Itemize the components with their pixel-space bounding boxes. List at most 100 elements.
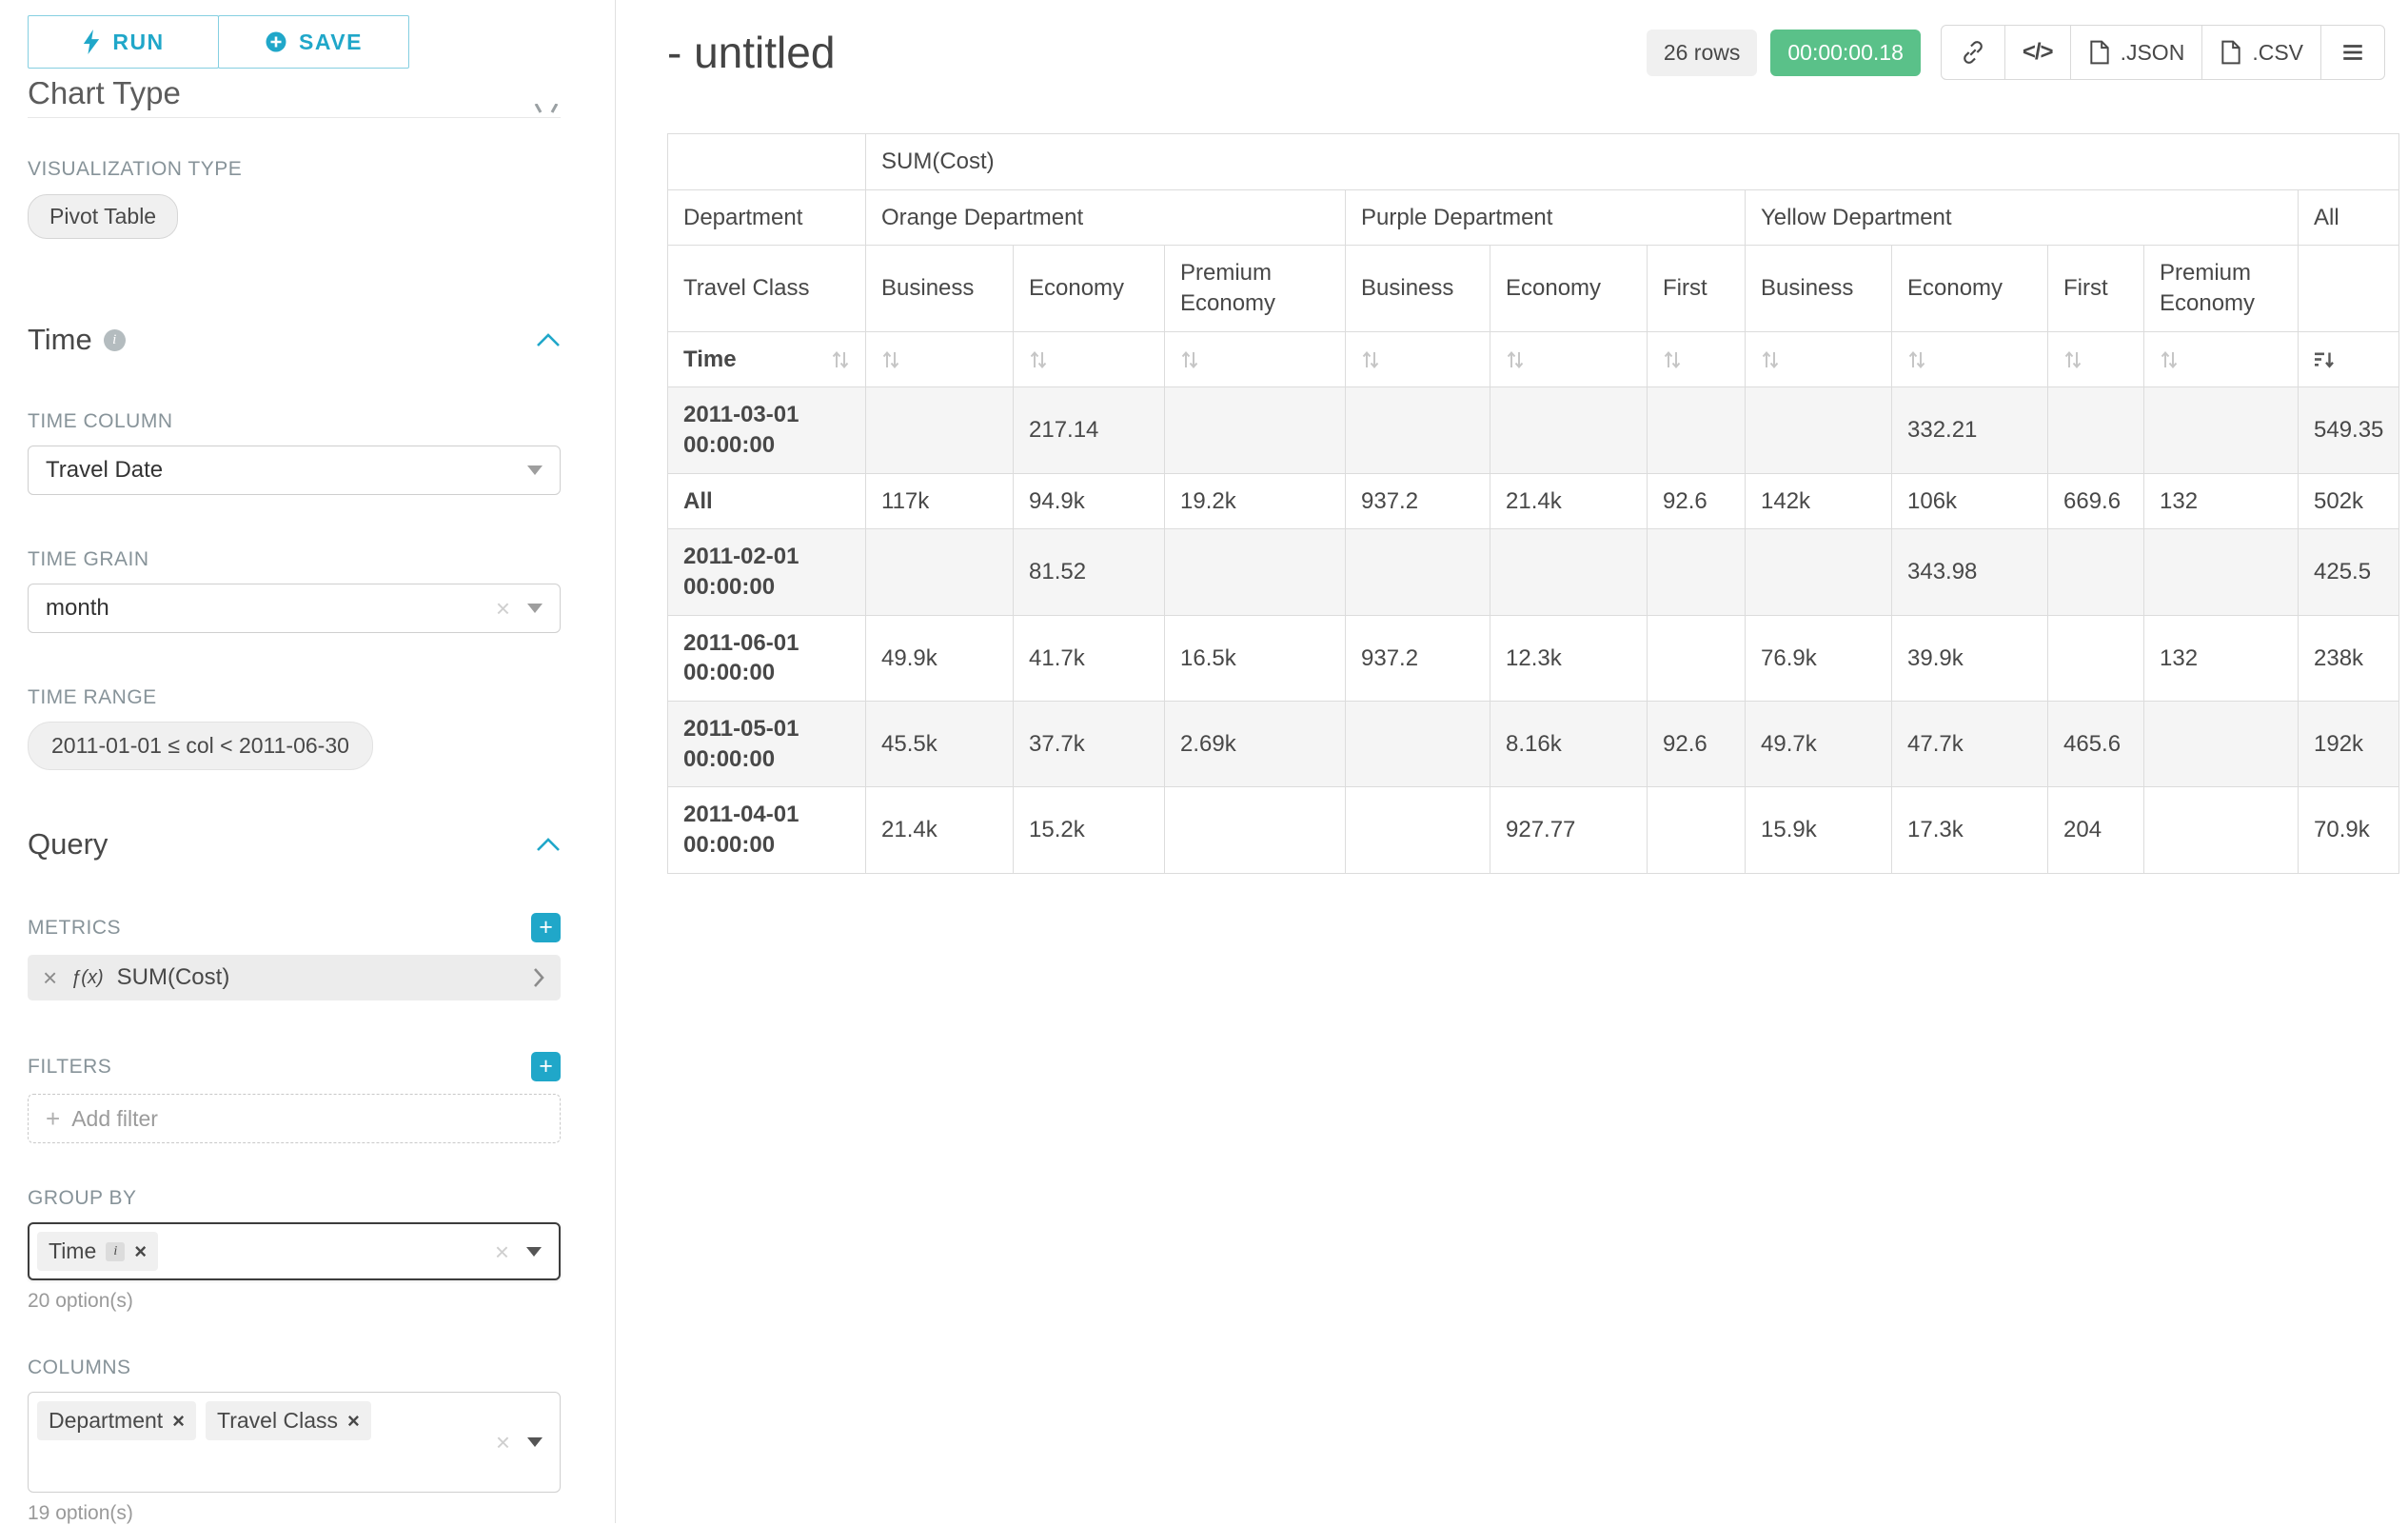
add-filter-dropzone[interactable]: + Add filter bbox=[28, 1094, 561, 1143]
corner-cell bbox=[667, 133, 866, 190]
save-button[interactable]: SAVE bbox=[218, 15, 409, 69]
column-sort-header[interactable] bbox=[1647, 330, 1746, 388]
run-button[interactable]: RUN bbox=[28, 15, 219, 69]
value-cell bbox=[2143, 386, 2299, 474]
clear-icon[interactable]: × bbox=[494, 1237, 509, 1266]
total-sort-header[interactable] bbox=[2297, 330, 2400, 388]
value-cell bbox=[2047, 614, 2144, 703]
export-button-group: </> .JSON .CSV bbox=[1940, 25, 2385, 80]
clipped-section-header[interactable]: Chart Type bbox=[28, 82, 561, 118]
value-cell bbox=[865, 386, 1014, 474]
sort-icon[interactable] bbox=[1506, 349, 1525, 370]
data-row: 2011-05-01 00:00:00 45.5k 37.7k 2.69k 8.16k 9… bbox=[667, 701, 2400, 788]
clear-icon[interactable]: × bbox=[495, 594, 510, 623]
sort-icon[interactable] bbox=[1361, 349, 1380, 370]
chevron-up-icon[interactable] bbox=[536, 837, 561, 852]
columns-chip[interactable]: Travel Class × bbox=[206, 1401, 371, 1440]
columns-chip[interactable]: Department × bbox=[37, 1401, 197, 1440]
chevron-down-icon[interactable] bbox=[527, 1437, 543, 1447]
metric-header-row: SUM(Cost) bbox=[667, 133, 2400, 190]
time-grain-select[interactable]: month × bbox=[28, 584, 561, 633]
groupby-chip[interactable]: Time i × bbox=[37, 1232, 159, 1271]
remove-metric-icon[interactable]: × bbox=[43, 963, 58, 992]
column-sort-header[interactable] bbox=[1490, 330, 1648, 388]
link-icon bbox=[1964, 41, 1983, 64]
column-sort-header[interactable] bbox=[1745, 330, 1892, 388]
sort-icon[interactable] bbox=[1907, 349, 1926, 370]
add-filter-button[interactable]: + bbox=[531, 1052, 561, 1081]
data-row: 2011-02-01 00:00:00 81.52 343.98 425.5 bbox=[667, 528, 2400, 616]
row-label: All bbox=[667, 472, 866, 530]
value-cell: 15.2k bbox=[1013, 786, 1165, 874]
time-range-pill[interactable]: 2011-01-01 ≤ col < 2011-06-30 bbox=[28, 722, 373, 770]
export-csv-button[interactable]: .CSV bbox=[2201, 25, 2321, 80]
export-json-button[interactable]: .JSON bbox=[2069, 25, 2203, 80]
sort-icon[interactable] bbox=[2160, 349, 2179, 370]
column-sort-header[interactable] bbox=[1013, 330, 1165, 388]
column-sort-header[interactable] bbox=[865, 330, 1014, 388]
value-cell: 937.2 bbox=[1345, 614, 1490, 703]
sort-icon[interactable] bbox=[2063, 349, 2082, 370]
value-cell: 47.7k bbox=[1891, 701, 2048, 788]
sort-desc-icon[interactable] bbox=[2314, 349, 2335, 370]
filters-label: FILTERS bbox=[28, 1055, 112, 1078]
run-label: RUN bbox=[112, 29, 165, 54]
value-cell: 204 bbox=[2047, 786, 2144, 874]
value-cell bbox=[1164, 786, 1346, 874]
remove-chip-icon[interactable]: × bbox=[346, 1408, 360, 1433]
header-toolbar: 26 rows 00:00:00.18 </> .J bbox=[1646, 25, 2385, 80]
add-metric-button[interactable]: + bbox=[531, 913, 561, 942]
sort-icon[interactable] bbox=[831, 349, 850, 370]
col-subdimension-label: Travel Class bbox=[667, 245, 866, 332]
value-cell: 21.4k bbox=[865, 786, 1014, 874]
sort-icon[interactable] bbox=[1029, 349, 1048, 370]
chevron-down-icon[interactable] bbox=[527, 604, 543, 613]
value-cell bbox=[1647, 786, 1746, 874]
sort-icon[interactable] bbox=[1663, 349, 1682, 370]
value-cell: 106k bbox=[1891, 472, 2048, 530]
value-cell: 81.52 bbox=[1013, 528, 1165, 616]
value-cell: 41.7k bbox=[1013, 614, 1165, 703]
column-sort-header[interactable] bbox=[1891, 330, 2048, 388]
chevron-down-icon[interactable] bbox=[527, 465, 543, 475]
value-cell: 549.35 bbox=[2297, 386, 2400, 474]
clear-icon[interactable]: × bbox=[495, 1428, 510, 1456]
value-cell bbox=[1490, 528, 1648, 616]
view-query-button[interactable]: </> bbox=[2003, 25, 2071, 80]
chevron-right-icon[interactable] bbox=[532, 967, 545, 988]
value-cell: 425.5 bbox=[2297, 528, 2400, 616]
sort-header-row: Time bbox=[667, 330, 2400, 388]
row-dimension-header[interactable]: Time bbox=[667, 330, 866, 388]
remove-chip-icon[interactable]: × bbox=[172, 1408, 186, 1433]
copy-link-button[interactable] bbox=[1940, 25, 2005, 80]
remove-chip-icon[interactable]: × bbox=[134, 1238, 148, 1263]
chevron-down-icon[interactable] bbox=[526, 1246, 542, 1257]
sort-icon[interactable] bbox=[1180, 349, 1199, 370]
column-sort-header[interactable] bbox=[1164, 330, 1346, 388]
filters-label-row: FILTERS + bbox=[28, 1052, 561, 1081]
groupby-select[interactable]: Time i × × bbox=[28, 1222, 561, 1280]
time-column-select[interactable]: Travel Date bbox=[28, 446, 561, 495]
sort-icon[interactable] bbox=[1761, 349, 1780, 370]
sort-icon[interactable] bbox=[881, 349, 900, 370]
value-cell: 192k bbox=[2297, 701, 2400, 788]
info-icon[interactable]: i bbox=[106, 1241, 126, 1261]
value-cell: 12.3k bbox=[1490, 614, 1648, 703]
column-sort-header[interactable] bbox=[2047, 330, 2144, 388]
value-cell: 142k bbox=[1745, 472, 1892, 530]
metric-chip[interactable]: × ƒ(x) SUM(Cost) bbox=[28, 955, 561, 1000]
value-cell bbox=[1647, 614, 1746, 703]
pivot-table: SUM(Cost) Department Orange Department Purp… bbox=[667, 133, 2400, 874]
row-dimension-label: Time bbox=[683, 346, 737, 372]
department-header-row: Department Orange Department Purple Depart… bbox=[667, 188, 2400, 247]
bolt-icon bbox=[84, 30, 100, 54]
value-cell: 94.9k bbox=[1013, 472, 1165, 530]
columns-select[interactable]: Department × Travel Class × × bbox=[28, 1392, 561, 1493]
value-cell: 217.14 bbox=[1013, 386, 1165, 474]
column-sort-header[interactable] bbox=[2143, 330, 2299, 388]
column-sort-header[interactable] bbox=[1345, 330, 1490, 388]
plus-icon: + bbox=[46, 1103, 61, 1133]
chevron-up-icon[interactable] bbox=[536, 332, 561, 347]
menu-button[interactable] bbox=[2320, 25, 2385, 80]
viz-type-pill[interactable]: Pivot Table bbox=[28, 194, 179, 239]
